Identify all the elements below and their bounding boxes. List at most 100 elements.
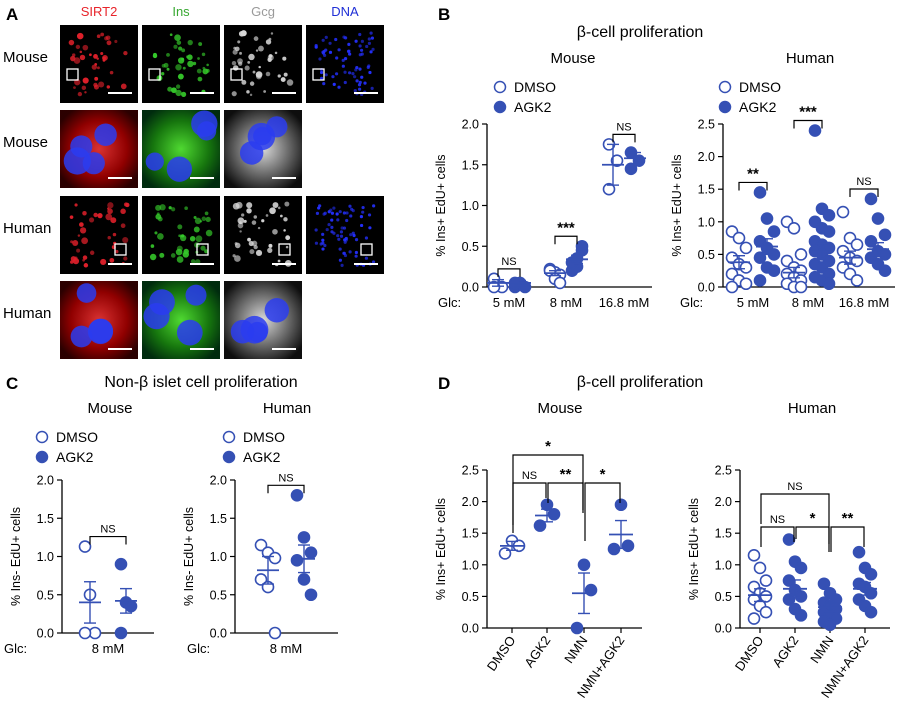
tile-speck [196, 68, 202, 74]
panel-letter-a: A [6, 5, 18, 24]
tile-speck [332, 82, 336, 86]
tile-speck [205, 229, 213, 237]
tile-speck [367, 213, 372, 217]
y-tick-label: 1.0 [698, 215, 715, 229]
tile-speck [272, 228, 278, 235]
y-tick-label: 0.5 [210, 588, 227, 602]
tile-speck [363, 81, 367, 85]
nucleus [197, 121, 217, 141]
data-point-dmso [794, 248, 808, 261]
tile-speck [247, 60, 251, 64]
y-tick-label: 0.0 [698, 281, 715, 295]
tile-speck [176, 245, 183, 252]
tile-speck [150, 244, 155, 248]
tile-speck [357, 83, 362, 87]
channel-label-gcg: Gcg [251, 4, 275, 19]
tile-speck [204, 249, 209, 254]
tile-speck [286, 79, 294, 86]
tile-speck [248, 241, 254, 247]
significance-bracket [267, 484, 305, 494]
tile-speck [159, 252, 165, 258]
y-tick-label: 2.5 [698, 118, 715, 132]
y-axis-label: % Ins- EdU+ cells [182, 507, 196, 606]
tile-speck [123, 50, 128, 56]
tile-speck [73, 86, 76, 90]
data-point-agk2 [864, 235, 878, 248]
tile-speck [102, 58, 106, 62]
y-tick-label: 1.0 [37, 550, 54, 564]
tile-speck [169, 33, 173, 37]
tile-speck [244, 65, 250, 71]
tile-speck [354, 238, 359, 242]
tile-speck [372, 204, 376, 208]
y-tick-label: 0.0 [462, 622, 479, 636]
tile-speck [342, 35, 346, 39]
data-point-agk2 [794, 561, 808, 575]
x-category-label: 8 mM [550, 295, 583, 310]
y-tick-label: 2.0 [37, 474, 54, 488]
tile-speck [258, 45, 264, 52]
y-tick-label: 2.5 [462, 464, 479, 478]
y-tick-label: 1.5 [210, 512, 227, 526]
tile-speck [81, 85, 87, 91]
tile-speck [367, 41, 371, 45]
data-point-agk2 [114, 626, 128, 640]
tile-speck [187, 39, 193, 46]
tile-speck [343, 57, 348, 61]
micrograph-r1-c2 [142, 25, 220, 103]
tile-speck [199, 220, 203, 223]
tile-speck [69, 215, 74, 219]
y-tick-label: 0.5 [715, 590, 732, 604]
tile-speck [323, 243, 327, 248]
data-point-dmso [747, 612, 761, 625]
data-point-dmso [268, 626, 282, 640]
significance-bracket [795, 526, 830, 552]
y-tick-label: 1.0 [462, 199, 479, 213]
tile-speck [249, 249, 255, 255]
tile-speck [323, 211, 327, 215]
tile-speck [190, 259, 196, 264]
significance-label: NS [278, 472, 293, 484]
tile-speck [263, 90, 267, 93]
tile-speck [96, 34, 101, 39]
y-tick-label: 2.0 [715, 495, 732, 509]
panel-c-title: Non-β islet cell proliferation [104, 374, 297, 391]
tile-speck [340, 226, 344, 230]
tile-speck [314, 45, 318, 49]
tile-speck [330, 218, 334, 222]
x-category-label: 8 mM [792, 295, 825, 310]
tile-speck [349, 233, 353, 237]
significance-label: * [545, 438, 551, 455]
tile-speck [321, 247, 325, 251]
tile-speck [110, 217, 117, 224]
data-point-agk2 [290, 488, 304, 502]
tile-speck [246, 90, 250, 94]
tile-speck [347, 71, 352, 75]
data-point-agk2 [878, 228, 892, 242]
data-point-agk2 [760, 212, 774, 225]
data-point-agk2 [808, 124, 822, 137]
tile-speck [97, 212, 103, 219]
nucleus [70, 325, 93, 348]
tile-speck [328, 50, 333, 54]
legend-marker-agk2 [222, 450, 236, 464]
tile-speck [84, 91, 87, 94]
y-axis-label: % Ins+ EdU+ cells [687, 498, 701, 600]
tile-speck [120, 223, 126, 229]
tile-speck [252, 70, 256, 74]
tile-speck [334, 37, 338, 42]
legend-marker-agk2 [493, 100, 507, 114]
significance-label: NS [100, 524, 115, 536]
tile-speck [347, 49, 351, 53]
legend-label-dmso: DMSO [739, 79, 781, 95]
tile-speck [93, 53, 98, 59]
significance-label: NS [501, 256, 516, 268]
significance-label: * [600, 466, 606, 483]
x-category-label: 16.8 mM [839, 295, 890, 310]
data-point-dmso [850, 274, 864, 287]
tile-speck [232, 254, 236, 258]
tile-speck [70, 260, 74, 264]
tile-speck [171, 87, 177, 94]
tile-speck [107, 202, 114, 209]
chart-title: Human [786, 50, 834, 67]
